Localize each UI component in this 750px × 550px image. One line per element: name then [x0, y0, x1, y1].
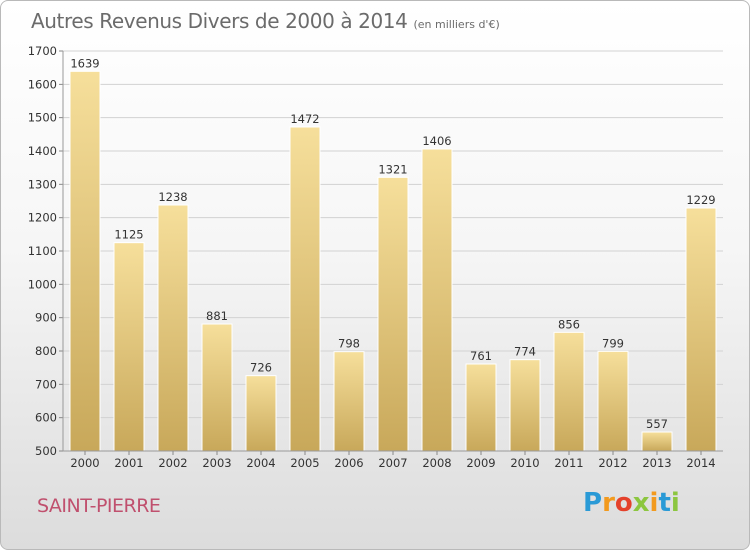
y-tick-label: 700: [35, 377, 57, 391]
x-tick-label: 2007: [378, 456, 407, 470]
y-tick-label: 1500: [28, 111, 57, 125]
data-label-2014: 1229: [686, 193, 715, 207]
bar-2012: [597, 350, 629, 452]
axes: 500 600 700 800 900 1000 1100 1200 1300 1400 1500 1…: [28, 44, 723, 470]
data-label-2001: 1125: [114, 228, 143, 242]
y-tick-label: 1600: [28, 77, 57, 91]
data-label-2000: 1639: [70, 56, 99, 70]
chart-title: Autres Revenus Divers de 2000 à 2014: [31, 9, 408, 33]
x-tick-label: 2004: [246, 456, 275, 470]
logo-letter: t: [658, 488, 671, 518]
x-tick-label: 2005: [290, 456, 319, 470]
data-label-2002: 1238: [158, 190, 187, 204]
data-label-2010: 774: [514, 345, 536, 359]
y-tick-label: 1300: [28, 177, 57, 191]
bar-2001: [113, 242, 145, 452]
bar-2009: [465, 363, 497, 452]
bar-2008: [421, 148, 453, 452]
y-tick-label: 800: [35, 344, 57, 358]
logo-letter: i: [649, 488, 659, 518]
title-row: Autres Revenus Divers de 2000 à 2014 (en …: [31, 9, 500, 33]
x-tick-label: 2006: [334, 456, 363, 470]
bar-2014: [685, 207, 717, 452]
x-tick-label: 2012: [598, 456, 627, 470]
x-tick-label: 2010: [510, 456, 539, 470]
bar-2005: [289, 126, 321, 452]
x-tick-label: 2008: [422, 456, 451, 470]
logo-letter: r: [602, 488, 615, 518]
bar-2003: [201, 323, 233, 452]
bar-2013: [641, 431, 673, 452]
bar-2010: [509, 359, 541, 452]
commune-name: SAINT-PIERRE: [37, 495, 161, 517]
y-tick-label: 1400: [28, 144, 57, 158]
data-label-2011: 856: [558, 317, 580, 331]
y-tick-label: 1100: [28, 244, 57, 258]
data-label-2004: 726: [250, 361, 272, 375]
x-tick-label: 2003: [202, 456, 231, 470]
proxiti-logo: Proxiti: [583, 488, 680, 518]
x-tick-label: 2000: [70, 456, 99, 470]
data-label-2005: 1472: [290, 112, 319, 126]
bars: [69, 70, 717, 452]
data-label-2006: 798: [338, 337, 360, 351]
x-tick-label: 2011: [554, 456, 583, 470]
y-tick-label: 1000: [28, 277, 57, 291]
data-label-2009: 761: [470, 349, 492, 363]
bar-2000: [69, 70, 101, 452]
y-tick-label: 600: [35, 411, 57, 425]
data-labels: 1639 1125 1238 881 726 1472 798 1321 1406 761 774 8…: [70, 56, 715, 431]
y-tick-label: 1200: [28, 211, 57, 225]
data-label-2003: 881: [206, 309, 228, 323]
bar-2006: [333, 351, 365, 452]
x-tick-label: 2009: [466, 456, 495, 470]
y-tick-label: 900: [35, 311, 57, 325]
bar-2007: [377, 176, 409, 452]
y-tick-label: 1700: [28, 44, 57, 58]
data-label-2007: 1321: [378, 162, 407, 176]
logo-letter: x: [632, 488, 650, 518]
logo-letter: o: [614, 488, 633, 518]
bar-2011: [553, 331, 585, 452]
x-tick-label: 2002: [158, 456, 187, 470]
y-tick-label: 500: [35, 444, 57, 458]
logo-letter: P: [583, 488, 603, 518]
data-label-2013: 557: [646, 417, 668, 431]
logo-letter: i: [670, 488, 680, 518]
data-label-2008: 1406: [422, 134, 451, 148]
data-label-2012: 799: [602, 336, 624, 350]
x-tick-label: 2013: [642, 456, 671, 470]
bar-2004: [245, 375, 277, 452]
x-tick-label: 2014: [686, 456, 715, 470]
x-tick-label: 2001: [114, 456, 143, 470]
chart-subtitle: (en milliers d'€): [413, 18, 500, 31]
bar-2002: [157, 204, 189, 452]
